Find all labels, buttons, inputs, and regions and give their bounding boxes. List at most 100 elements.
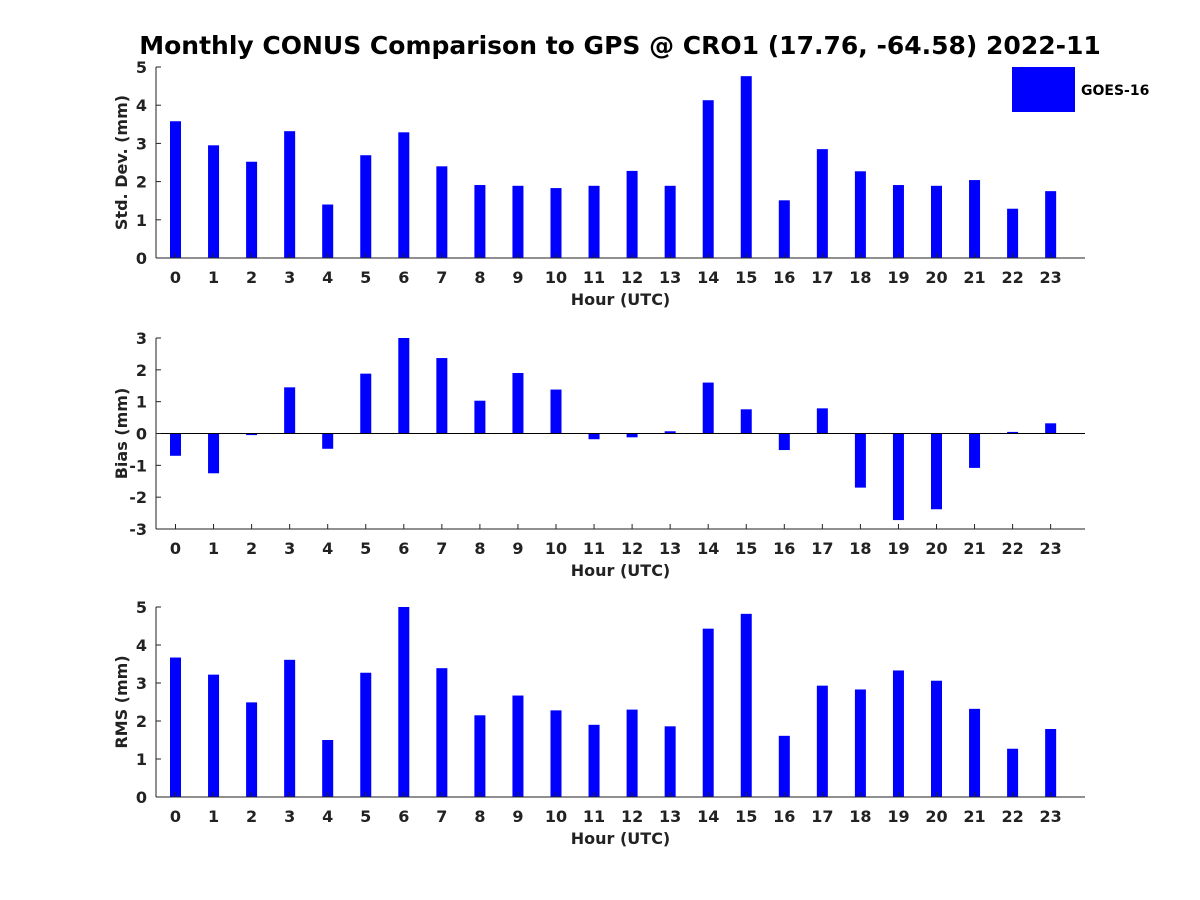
std-dev-xtick-label: 0: [170, 268, 181, 287]
rms-bar-hour-15: [740, 613, 752, 797]
std-dev-xtick-label: 9: [512, 268, 523, 287]
rms-bar-hour-23: [1045, 728, 1057, 797]
bias-bar-hour-22: [1007, 431, 1019, 434]
std-dev-bar-hour-11: [588, 185, 600, 258]
bias-bar-hour-18: [854, 433, 866, 488]
std-dev-bar-hour-9: [512, 185, 524, 258]
std-dev-xtick-label: 19: [887, 268, 909, 287]
rms-bar-hour-11: [588, 724, 600, 797]
rms-xtick-label: 14: [697, 807, 719, 826]
bias-xtick-label: 6: [398, 539, 409, 558]
std-dev-bar-hour-10: [550, 188, 562, 258]
rms-bar-hour-10: [550, 710, 562, 797]
rms-xtick-label: 6: [398, 807, 409, 826]
rms-bar-hour-9: [512, 695, 524, 797]
legend-swatch-goes16: [1012, 67, 1075, 112]
bias-xtick-label: 5: [360, 539, 371, 558]
bias-xtick-label: 16: [773, 539, 795, 558]
rms-xtick-label: 23: [1040, 807, 1062, 826]
std-dev-bar-hour-16: [778, 200, 790, 258]
std-dev-ytick-label: 2: [136, 173, 147, 192]
std-dev-ytick-label: 5: [136, 58, 147, 77]
std-dev-bar-hour-19: [892, 185, 904, 258]
rms-xtick-label: 2: [246, 807, 257, 826]
std-dev-bar-hour-7: [436, 166, 448, 258]
std-dev-xtick-label: 13: [659, 268, 681, 287]
rms-xtick-label: 11: [583, 807, 605, 826]
bias-bar-hour-4: [322, 433, 334, 449]
std-dev-yaxis-label: Std. Dev. (mm): [112, 95, 131, 230]
rms-xtick-label: 19: [887, 807, 909, 826]
bias-xtick-label: 8: [474, 539, 485, 558]
std-dev-xtick-label: 5: [360, 268, 371, 287]
rms-ytick-label: 1: [136, 750, 147, 769]
rms-xtick-label: 22: [1001, 807, 1023, 826]
bias-bar-hour-21: [969, 433, 981, 468]
rms-ytick-label: 2: [136, 712, 147, 731]
rms-ytick-label: 4: [136, 636, 147, 655]
bias-bar-hour-1: [208, 433, 220, 474]
bias-xtick-label: 2: [246, 539, 257, 558]
std-dev-bar-hour-23: [1045, 191, 1057, 258]
std-dev-xtick-label: 1: [208, 268, 219, 287]
bias-bar-hour-7: [436, 358, 448, 434]
rms-xtick-label: 12: [621, 807, 643, 826]
rms-bar-hour-14: [702, 628, 714, 797]
rms-bar-hour-18: [854, 689, 866, 797]
std-dev-bar-hour-8: [474, 185, 486, 258]
std-dev-xtick-label: 23: [1040, 268, 1062, 287]
bias-xtick-label: 23: [1040, 539, 1062, 558]
rms-xtick-label: 9: [512, 807, 523, 826]
std-dev-bar-hour-17: [816, 149, 828, 258]
bias-bar-hour-3: [284, 387, 296, 434]
std-dev-xtick-label: 10: [545, 268, 567, 287]
std-dev-xtick-label: 2: [246, 268, 257, 287]
bias-xtick-label: 12: [621, 539, 643, 558]
rms-yaxis-label: RMS (mm): [112, 655, 131, 748]
std-dev-xaxis-label: Hour (UTC): [571, 290, 671, 309]
bias-xtick-label: 7: [436, 539, 447, 558]
rms-bar-hour-20: [931, 680, 942, 797]
bias-bar-hour-20: [931, 433, 942, 510]
std-dev-bar-hour-5: [360, 155, 372, 258]
rms-bar-hour-2: [246, 702, 258, 797]
bias-xtick-label: 19: [887, 539, 909, 558]
rms-xtick-label: 10: [545, 807, 567, 826]
rms-ytick-label: 5: [136, 598, 147, 617]
std-dev-ytick-label: 1: [136, 211, 147, 230]
bias-xtick-label: 0: [170, 539, 181, 558]
rms-xtick-label: 15: [735, 807, 757, 826]
bias-bar-hour-6: [398, 338, 410, 434]
rms-xtick-label: 20: [925, 807, 947, 826]
std-dev-bar-hour-13: [664, 185, 676, 258]
bias-yaxis-label: Bias (mm): [112, 388, 131, 480]
bias-bar-hour-14: [702, 382, 714, 434]
std-dev-xtick-label: 12: [621, 268, 643, 287]
std-dev-bar-hour-4: [322, 204, 334, 258]
std-dev-bar-hour-14: [702, 100, 714, 258]
bias-xtick-label: 11: [583, 539, 605, 558]
rms-ytick-label: 0: [136, 788, 147, 807]
rms-xtick-label: 0: [170, 807, 181, 826]
bias-bar-hour-9: [512, 373, 524, 434]
rms-bar-hour-22: [1007, 748, 1019, 797]
bias-bar-hour-16: [778, 433, 790, 451]
rms-xtick-label: 1: [208, 807, 219, 826]
std-dev-xtick-label: 21: [963, 268, 985, 287]
bias-bar-hour-5: [360, 373, 372, 434]
rms-xaxis-label: Hour (UTC): [571, 829, 671, 848]
std-dev-xtick-label: 4: [322, 268, 333, 287]
std-dev-xtick-label: 15: [735, 268, 757, 287]
bias-ytick-label: 3: [136, 329, 147, 348]
rms-bar-hour-16: [778, 735, 790, 797]
rms-xtick-label: 7: [436, 807, 447, 826]
bias-xtick-label: 9: [512, 539, 523, 558]
rms-xtick-label: 8: [474, 807, 485, 826]
rms-bar-hour-1: [208, 674, 220, 797]
rms-bar-hour-17: [816, 685, 828, 797]
bias-ytick-label: 2: [136, 361, 147, 380]
std-dev-xtick-label: 14: [697, 268, 719, 287]
rms-bar-hour-6: [398, 607, 410, 797]
